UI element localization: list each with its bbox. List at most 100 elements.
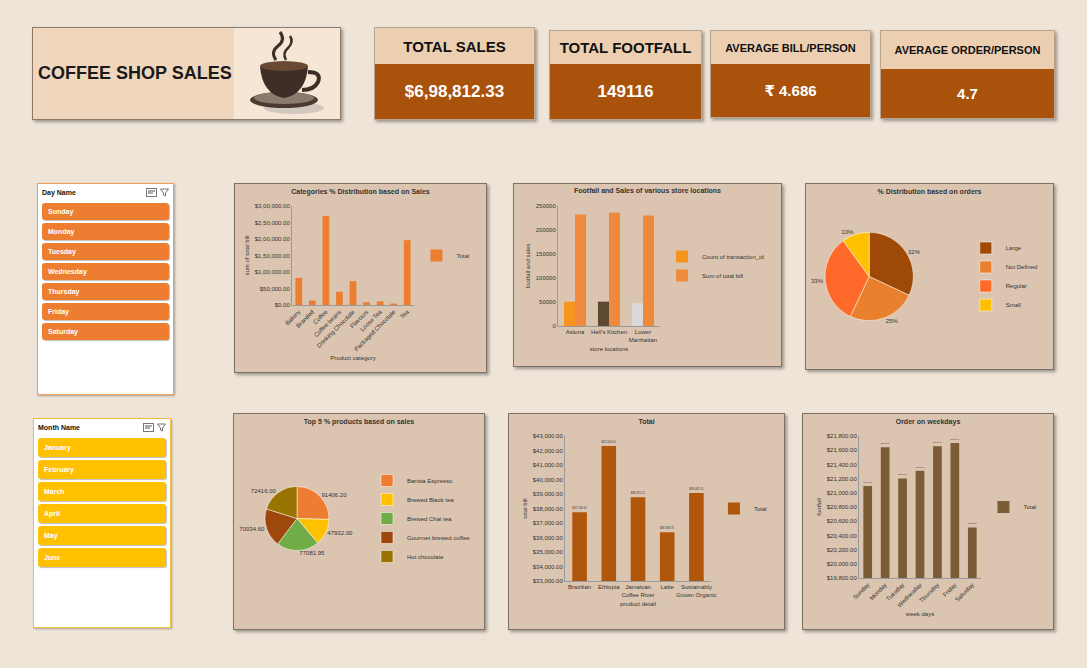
svg-text:Coffee beans: Coffee beans <box>313 309 342 338</box>
svg-text:$35,000.00: $35,000.00 <box>533 549 564 555</box>
svg-text:Product category: Product category <box>330 355 375 361</box>
svg-text:Count of transaction_id: Count of transaction_id <box>702 254 764 260</box>
svg-text:77081.95: 77081.95 <box>299 550 325 556</box>
svg-text:Sunday: Sunday <box>852 582 871 601</box>
svg-text:$21,310.00: $21,310.00 <box>916 466 925 469</box>
svg-text:Wednesday: Wednesday <box>896 582 923 609</box>
svg-text:Not Defined: Not Defined <box>1006 264 1038 270</box>
svg-text:Order on weekdays: Order on weekdays <box>896 418 961 426</box>
svg-text:0: 0 <box>552 323 556 329</box>
svg-text:$38,781.15: $38,781.15 <box>631 491 646 495</box>
svg-text:Loose Tea: Loose Tea <box>359 308 383 332</box>
svg-text:91406.20: 91406.20 <box>321 492 347 498</box>
svg-text:$3,00,000.00: $3,00,000.00 <box>255 203 291 209</box>
svg-text:Total: Total <box>456 253 469 259</box>
svg-text:total bill: total bill <box>522 498 528 518</box>
svg-text:Hot chocolate: Hot chocolate <box>407 554 444 560</box>
svg-text:$2,00,000.00: $2,00,000.00 <box>255 236 291 242</box>
svg-text:$40,000.00: $40,000.00 <box>533 477 564 483</box>
svg-text:$37,000.00: $37,000.00 <box>533 520 564 526</box>
svg-text:$20,000.00: $20,000.00 <box>827 561 858 567</box>
svg-text:store locations: store locations <box>590 346 629 352</box>
svg-text:Drinking Chocolate: Drinking Chocolate <box>316 308 357 349</box>
svg-text:$21,701.00: $21,701.00 <box>951 438 960 441</box>
svg-text:Barista Espresso: Barista Espresso <box>407 478 453 484</box>
svg-text:$39,065.10: $39,065.10 <box>689 487 704 491</box>
svg-text:$21,400.00: $21,400.00 <box>827 462 858 468</box>
svg-text:Brewed Black tea: Brewed Black tea <box>407 497 454 503</box>
svg-text:$20,600.00: $20,600.00 <box>827 518 858 524</box>
svg-text:$21,654.00: $21,654.00 <box>933 441 942 444</box>
svg-text:Branded: Branded <box>295 309 315 329</box>
svg-text:product detail: product detail <box>620 601 656 607</box>
svg-text:Flavours: Flavours <box>349 309 370 330</box>
svg-text:$50,000.00: $50,000.00 <box>260 286 291 292</box>
svg-text:$39,000.00: $39,000.00 <box>533 491 564 497</box>
svg-text:Coffee: Coffee <box>312 308 329 325</box>
svg-text:Saturday: Saturday <box>954 582 975 603</box>
svg-text:$21,000.00: $21,000.00 <box>827 490 858 496</box>
svg-text:$19,800.00: $19,800.00 <box>827 575 858 581</box>
svg-text:Footfall and Sales of various: Footfall and Sales of various store loca… <box>574 187 721 194</box>
svg-text:Sum of total bill: Sum of total bill <box>702 273 743 279</box>
svg-text:$21,200.00: $21,200.00 <box>827 476 858 482</box>
svg-text:sum of total bill: sum of total bill <box>244 235 250 275</box>
svg-text:$38,000.00: $38,000.00 <box>533 506 564 512</box>
svg-text:150000: 150000 <box>536 251 557 257</box>
svg-text:Brewed Chai tea: Brewed Chai tea <box>407 516 452 522</box>
svg-text:Gourmet brewed coffee: Gourmet brewed coffee <box>407 535 470 541</box>
svg-text:footfall and sales: footfall and sales <box>525 243 531 288</box>
svg-text:200000: 200000 <box>536 227 557 233</box>
svg-text:$20,400.00: $20,400.00 <box>827 533 858 539</box>
svg-text:$41,000.00: $41,000.00 <box>533 462 564 468</box>
svg-text:Small: Small <box>1006 302 1021 308</box>
svg-text:$21,600.00: $21,600.00 <box>827 447 858 453</box>
svg-text:32%: 32% <box>908 249 921 255</box>
svg-text:Brazilian: Brazilian <box>568 584 591 590</box>
svg-text:$21,643.00: $21,643.00 <box>881 442 890 445</box>
svg-text:week days: week days <box>905 611 934 617</box>
svg-text:Thursday: Thursday <box>918 582 940 604</box>
svg-text:33%: 33% <box>811 278 824 284</box>
svg-text:$37,746.50: $37,746.50 <box>572 506 587 510</box>
svg-text:70034.60: 70034.60 <box>239 526 265 532</box>
svg-text:25%: 25% <box>886 318 899 324</box>
svg-text:Packaged Chocolate: Packaged Chocolate <box>353 308 397 352</box>
svg-text:$33,000.00: $33,000.00 <box>533 578 564 584</box>
svg-text:72416.00: 72416.00 <box>251 488 277 494</box>
svg-text:$2,50,000.00: $2,50,000.00 <box>255 220 291 226</box>
svg-text:LowerManhattan: LowerManhattan <box>629 329 657 343</box>
svg-text:$0.00: $0.00 <box>275 302 291 308</box>
svg-text:footfall: footfall <box>816 498 822 516</box>
svg-text:Monday: Monday <box>869 582 888 601</box>
svg-text:Regular: Regular <box>1006 283 1027 289</box>
svg-text:Categories % Distribution base: Categories % Distribution based on Sales <box>291 188 430 196</box>
svg-text:JamaicanCoffee River: JamaicanCoffee River <box>621 584 654 598</box>
svg-text:Astoria: Astoria <box>566 329 585 335</box>
svg-text:Total: Total <box>754 506 767 512</box>
svg-text:Ethiopia: Ethiopia <box>598 584 620 590</box>
svg-text:$36,369.75: $36,369.75 <box>660 526 675 530</box>
svg-text:$43,000.00: $43,000.00 <box>533 433 564 439</box>
svg-text:Top 5 % products based on sale: Top 5 % products based on sales <box>304 418 414 426</box>
svg-text:Total: Total <box>1023 504 1036 510</box>
svg-text:% Distribution based on orders: % Distribution based on orders <box>878 188 982 195</box>
svg-text:Hell's Kitchen: Hell's Kitchen <box>591 329 627 335</box>
svg-text:Tea: Tea <box>399 308 411 320</box>
svg-text:$21,800.00: $21,800.00 <box>827 433 858 439</box>
svg-text:Large: Large <box>1006 245 1022 251</box>
svg-text:SustainablyGrown Organic: SustainablyGrown Organic <box>676 584 716 598</box>
svg-text:47932.00: 47932.00 <box>327 530 353 536</box>
svg-text:$21,202.00: $21,202.00 <box>898 473 907 476</box>
svg-text:$1,50,000.00: $1,50,000.00 <box>255 253 291 259</box>
svg-text:$20,510.00: $20,510.00 <box>968 522 977 525</box>
svg-text:$34,000.00: $34,000.00 <box>533 564 564 570</box>
svg-text:Latte: Latte <box>661 584 675 590</box>
svg-text:50000: 50000 <box>539 299 556 305</box>
svg-text:Tuesday: Tuesday <box>885 582 905 602</box>
svg-text:$42,304.10: $42,304.10 <box>602 440 617 444</box>
svg-text:Bakery: Bakery <box>284 309 301 326</box>
svg-text:$1,00,000.00: $1,00,000.00 <box>255 269 291 275</box>
svg-text:$36,000.00: $36,000.00 <box>533 535 564 541</box>
svg-text:Total: Total <box>638 418 654 425</box>
